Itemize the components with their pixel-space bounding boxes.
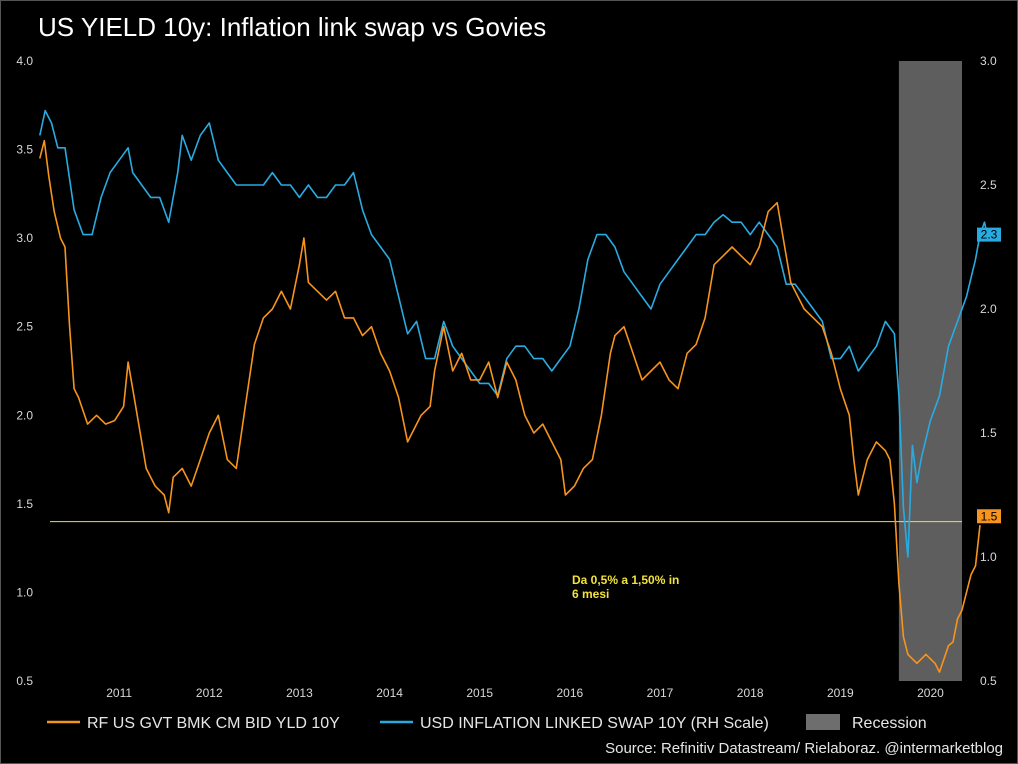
- left-tick-label: 3.5: [16, 143, 33, 157]
- left-tick-label: 4.0: [16, 54, 33, 68]
- left-tick-label: 2.5: [16, 320, 33, 334]
- left-tick-label: 3.0: [16, 231, 33, 245]
- left-tick-label: 1.0: [16, 585, 33, 599]
- x-tick-label: 2013: [286, 686, 313, 700]
- left-tick-label: 1.5: [16, 497, 33, 511]
- chart-title: US YIELD 10y: Inflation link swap vs Gov…: [38, 12, 547, 42]
- left-tick-label: 0.5: [16, 674, 33, 688]
- value-badges: 2.3 1.5: [977, 227, 1001, 524]
- right-tick-label: 1.5: [980, 426, 997, 440]
- left-axis: 0.5 1.0 1.5 2.0 2.5 3.0 3.5 4.0: [16, 54, 33, 688]
- x-tick-label: 2011: [106, 686, 132, 700]
- x-tick-label: 2012: [196, 686, 223, 700]
- value-badge-bg: [977, 509, 1001, 524]
- left-tick-label: 2.0: [16, 408, 33, 422]
- x-tick-label: 2018: [737, 686, 764, 700]
- annotation: Da 0,5% a 1,50% in6 mesi: [572, 573, 679, 601]
- annotation-line: Da 0,5% a 1,50% in: [572, 573, 679, 587]
- source-note: Source: Refinitiv Datastream/ Rielaboraz…: [605, 740, 1003, 757]
- legend-label-swap: USD INFLATION LINKED SWAP 10Y (RH Scale): [420, 715, 769, 732]
- value-badge-bg: [977, 227, 1001, 242]
- x-tick-label: 2016: [557, 686, 584, 700]
- x-tick-label: 2014: [376, 686, 403, 700]
- right-tick-label: 3.0: [980, 54, 997, 68]
- recession-band-layer: [898, 61, 962, 681]
- right-axis: 0.5 1.0 1.5 2.0 2.5 3.0: [980, 54, 997, 688]
- legend-label-recession: Recession: [852, 715, 927, 732]
- value-badge-label: 1.5: [981, 509, 998, 523]
- right-tick-label: 1.0: [980, 550, 997, 564]
- series-line-0: [39, 139, 981, 673]
- legend-swatch-recession: [806, 714, 840, 730]
- x-tick-label: 2019: [827, 686, 854, 700]
- legend: RF US GVT BMK CM BID YLD 10Y USD INFLATIO…: [47, 714, 927, 732]
- legend-label-yield: RF US GVT BMK CM BID YLD 10Y: [87, 715, 340, 732]
- x-tick-label: 2015: [466, 686, 493, 700]
- series-layer: [39, 109, 988, 673]
- value-badge-label: 2.3: [981, 228, 998, 242]
- recession-band: [898, 61, 962, 681]
- right-tick-label: 2.5: [980, 178, 997, 192]
- x-tick-label: 2017: [647, 686, 674, 700]
- series-line-1: [39, 109, 988, 558]
- right-tick-label: 0.5: [980, 674, 997, 688]
- x-tick-label: 2020: [917, 686, 944, 700]
- right-tick-label: 2.0: [980, 302, 997, 316]
- x-axis: 2011 2012 2013 2014 2015 2016 2017 2018 2019 2020: [106, 686, 944, 700]
- annotation-line: 6 mesi: [572, 587, 609, 601]
